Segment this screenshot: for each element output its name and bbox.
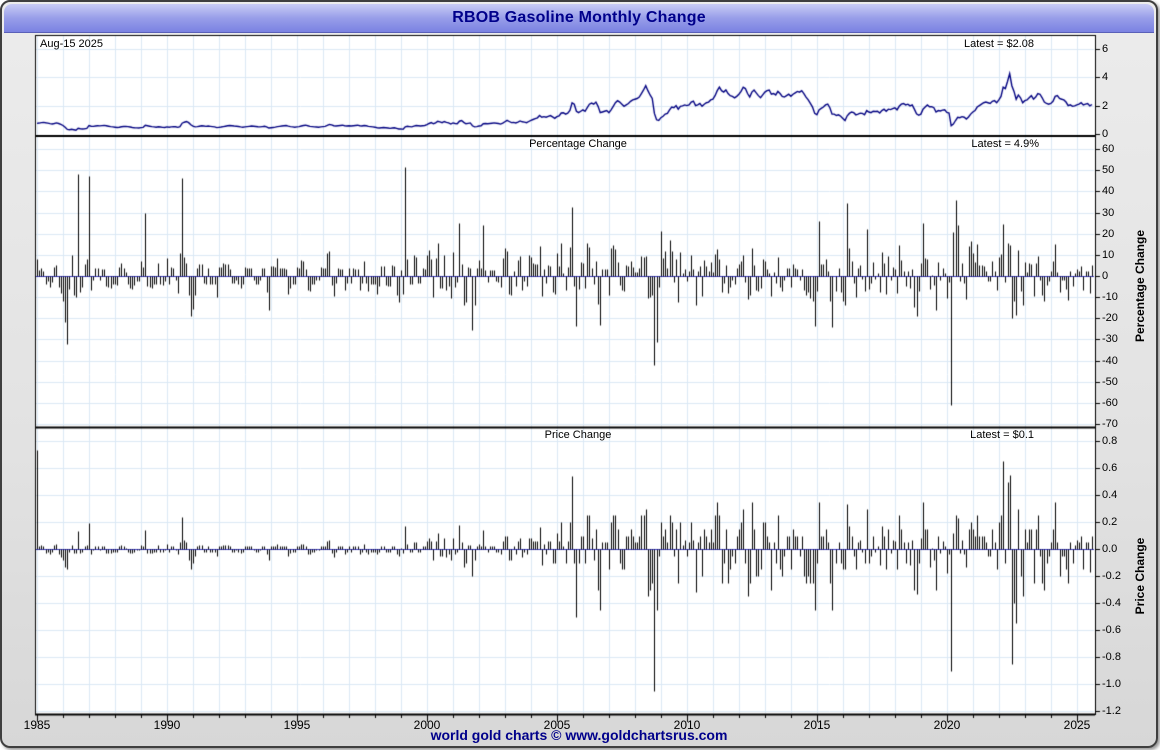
y-tick-label: 40 — [1102, 184, 1115, 197]
y-tick-label: -1.2 — [1102, 704, 1121, 717]
y-tick-label: -1.0 — [1102, 677, 1121, 690]
y-tick-label: 50 — [1102, 163, 1115, 176]
y-tick-label: -70 — [1102, 417, 1118, 430]
y-tick-label: 4 — [1102, 70, 1109, 83]
y-tick-label: 60 — [1102, 142, 1115, 155]
y-tick-label: 0.4 — [1102, 488, 1118, 501]
percentage-panel-title: Percentage Change — [529, 138, 627, 150]
y-tick-label: 0.6 — [1102, 461, 1118, 474]
y-tick-label: -0.4 — [1102, 596, 1121, 609]
y-tick-label: -10 — [1102, 290, 1118, 303]
y-tick-label: -40 — [1102, 354, 1118, 367]
y-tick-label: 6 — [1102, 42, 1109, 55]
latest-percentage-label: Latest = 4.9% — [971, 138, 1039, 150]
y-tick-label: -30 — [1102, 332, 1118, 345]
title-bar: RBOB Gasoline Monthly Change — [4, 4, 1154, 33]
y-tick-label: 30 — [1102, 206, 1115, 219]
price-change-panel-title: Price Change — [544, 429, 612, 441]
latest-price-change-label: Latest = $0.1 — [970, 429, 1034, 441]
latest-price-label: Latest = $2.08 — [963, 38, 1034, 50]
y-tick-label: -50 — [1102, 375, 1118, 388]
date-label: Aug-15 2025 — [40, 38, 103, 50]
x-tick-label: 2015 — [803, 718, 831, 732]
x-tick-label: 2025 — [1063, 718, 1091, 732]
y-tick-label: -60 — [1102, 396, 1118, 409]
y-tick-label: 2 — [1102, 99, 1109, 112]
y-tick-label: 0 — [1102, 269, 1109, 282]
y-tick-label: 20 — [1102, 227, 1115, 240]
y-tick-label: 0 — [1102, 127, 1109, 140]
y-tick-label: 10 — [1102, 248, 1115, 261]
x-tick-label: 2000 — [413, 718, 441, 732]
x-tick-label: 2010 — [673, 718, 701, 732]
x-tick-label: 1995 — [283, 718, 311, 732]
y-tick-label: 0.2 — [1102, 515, 1118, 528]
y-tick-label: -20 — [1102, 311, 1118, 324]
percentage-axis-title: Percentage Change — [1133, 229, 1147, 343]
y-tick-label: -0.2 — [1102, 569, 1121, 582]
x-tick-label: 1985 — [23, 718, 51, 732]
y-tick-label: 0.8 — [1102, 434, 1118, 447]
x-tick-label: 2020 — [933, 718, 961, 732]
y-tick-label: 0.0 — [1102, 542, 1118, 555]
price-change-axis-title: Price Change — [1133, 537, 1147, 615]
x-tick-label: 2005 — [543, 718, 571, 732]
chart-title: RBOB Gasoline Monthly Change — [452, 9, 706, 26]
x-tick-label: 1990 — [153, 718, 181, 732]
y-tick-label: -0.8 — [1102, 650, 1121, 663]
y-tick-label: -0.6 — [1102, 623, 1121, 636]
credit-footer: world gold charts © www.goldchartsrus.co… — [430, 727, 728, 743]
